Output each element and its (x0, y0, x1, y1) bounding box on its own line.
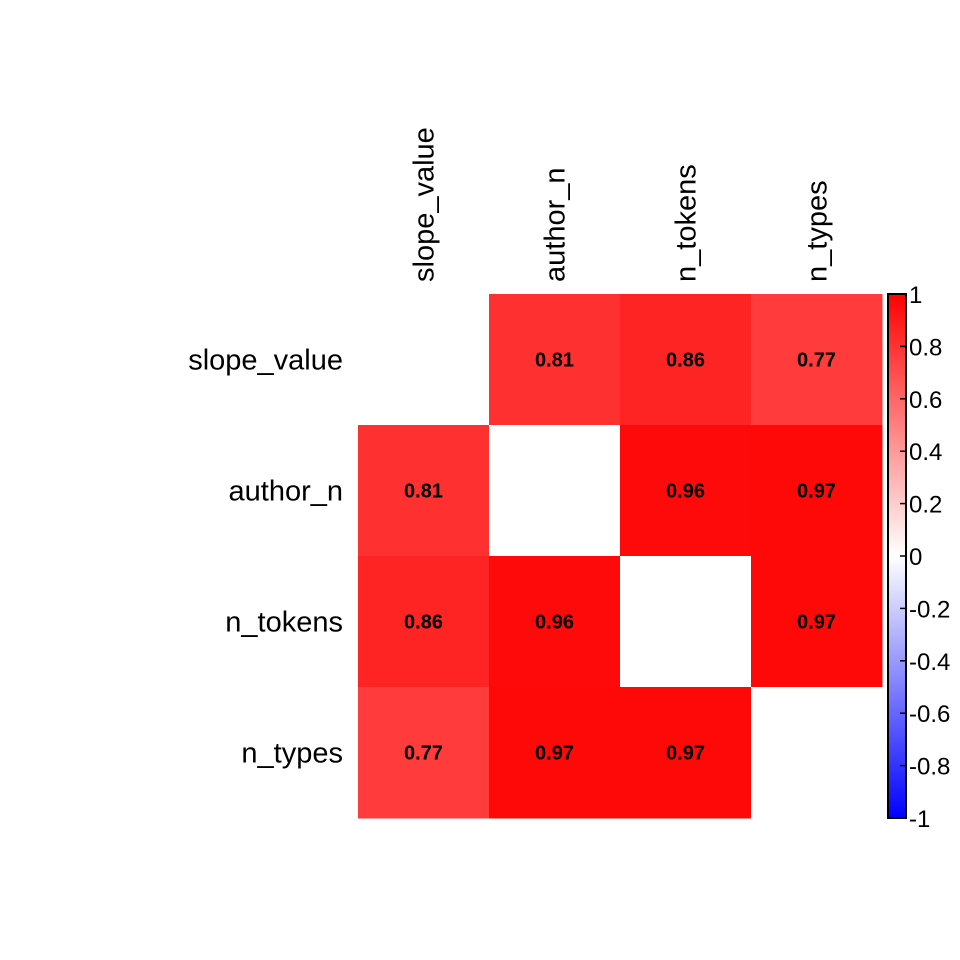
heatmap-cell-author_n-slope_value (358, 425, 490, 557)
row-label-n_tokens: n_tokens (225, 607, 343, 639)
cell-value-label: 0.81 (535, 350, 574, 372)
cell-value-label: 0.96 (535, 612, 574, 634)
row-label-n_types: n_types (241, 738, 343, 770)
colorbar-tick-label: -0.8 (909, 754, 950, 781)
heatmap-cell-author_n-n_tokens (620, 425, 752, 557)
cell-value-label: 0.86 (666, 350, 705, 372)
heatmap-cell-slope_value-n_types (751, 294, 883, 426)
heatmap-cell-n_tokens-slope_value (358, 556, 490, 688)
cell-value-label: 0.97 (797, 612, 836, 634)
heatmap-cell-slope_value-author_n (489, 294, 621, 426)
row-label-slope_value: slope_value (188, 345, 343, 377)
column-label-n_types: n_types (802, 180, 834, 282)
cell-value-label: 0.97 (666, 743, 705, 765)
heatmap-cell-slope_value-slope_value (358, 294, 490, 426)
colorbar-tick-label: -1 (909, 806, 930, 833)
colorbar-tick-label: 1 (909, 282, 922, 309)
row-labels: slope_value author_n n_tokens n_types (188, 345, 343, 770)
cell-value-label: 0.77 (404, 743, 443, 765)
colorbar: 1 0.8 0.6 0.4 0.2 0 -0.2 -0.4 -0.6 -0.8 -1 (887, 282, 950, 833)
colorbar-tick-label: -0.6 (909, 701, 950, 728)
cell-value-label: 0.96 (666, 481, 705, 503)
heatmap-cell-slope_value-n_tokens (620, 294, 752, 426)
heatmap-cell-n_types-n_tokens (620, 687, 752, 819)
heatmap-cell-n_tokens-n_types (751, 556, 883, 688)
colorbar-tick-label: -0.4 (909, 649, 950, 676)
cell-value-label: 0.81 (404, 481, 443, 503)
row-label-author_n: author_n (229, 476, 344, 508)
heatmap-cell-n_types-slope_value (358, 687, 490, 819)
colorbar-tick-label: 0.4 (909, 439, 942, 466)
heatmap-cell-author_n-n_types (751, 425, 883, 557)
heatmap-cell-n_tokens-author_n (489, 556, 621, 688)
colorbar-tick-label: 0.6 (909, 387, 942, 414)
cell-value-labels: 0.81 0.86 0.77 0.81 0.96 0.97 0.86 0.96 0.97 0.77… (404, 350, 836, 765)
colorbar-tick-label: -0.2 (909, 596, 950, 623)
heatmap-cells (358, 294, 883, 819)
heatmap-cell-n_types-n_types (751, 687, 883, 819)
column-label-author_n: author_n (540, 168, 572, 283)
column-labels: slope_value author_n n_tokens n_types (409, 127, 834, 282)
cell-value-label: 0.77 (797, 350, 836, 372)
cell-value-label: 0.97 (535, 743, 574, 765)
column-label-n_tokens: n_tokens (671, 164, 703, 282)
heatmap-cell-n_types-author_n (489, 687, 621, 819)
colorbar-tick-label: 0.2 (909, 492, 942, 519)
cell-value-label: 0.97 (797, 481, 836, 503)
heatmap-cell-n_tokens-n_tokens (620, 556, 752, 688)
colorbar-tick-label: 0 (909, 544, 922, 571)
heatmap-cell-author_n-author_n (489, 425, 621, 557)
column-label-slope_value: slope_value (409, 127, 441, 282)
colorbar-tick-label: 0.8 (909, 334, 942, 361)
cell-value-label: 0.86 (404, 612, 443, 634)
